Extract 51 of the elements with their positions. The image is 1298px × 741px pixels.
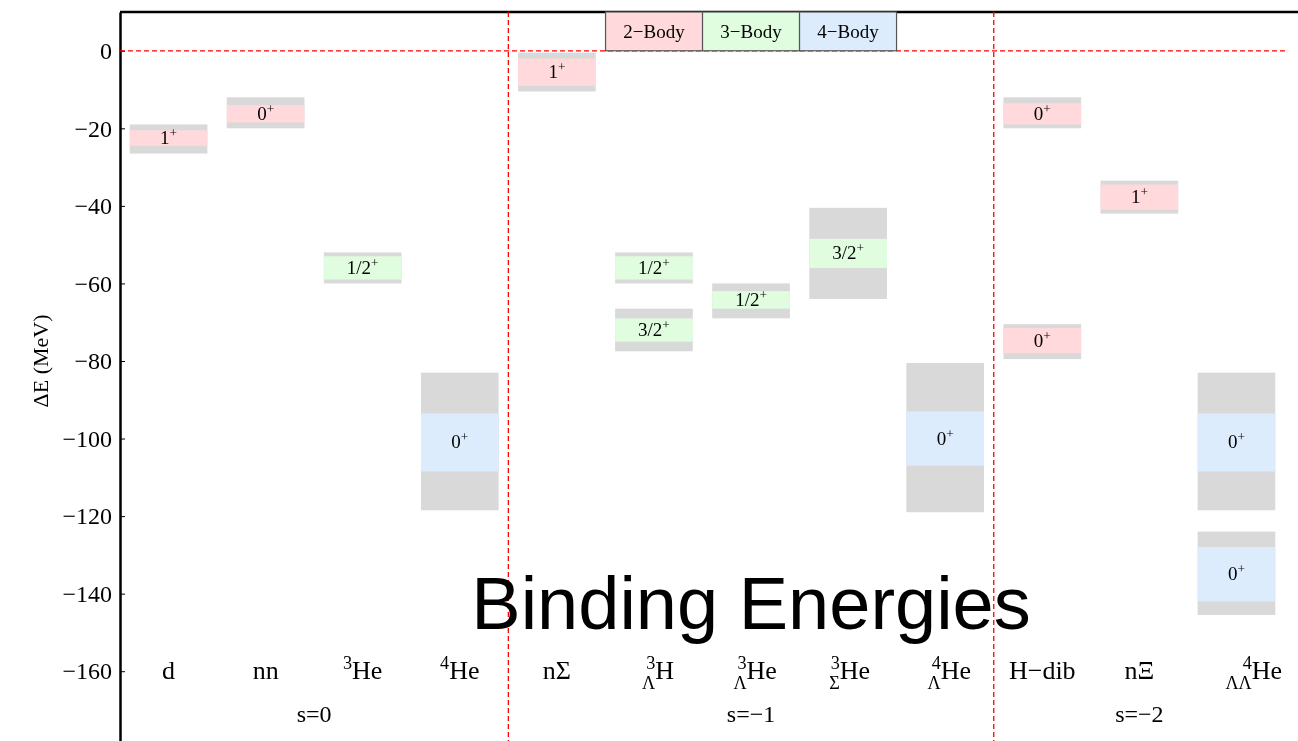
annotation: s=0 [296, 700, 332, 727]
bar [1197, 547, 1276, 602]
y-tick-label: −120 [62, 503, 112, 530]
bar [906, 411, 985, 466]
x-tick-label: nΞ [1124, 656, 1155, 686]
text: 4−Body [817, 21, 880, 43]
text: 3−Body [720, 21, 783, 43]
annotation: 1$^{+}$ [548, 58, 566, 83]
annotation: 0$^{+}$ [257, 100, 275, 124]
bar [1003, 328, 1082, 354]
annotation: 1/2$^{+}$ [346, 254, 379, 278]
y-tick-label: −100 [62, 425, 112, 452]
annotation: 3/2$^{+}$ [832, 239, 865, 264]
annotation: 1/2$^{+}$ [735, 286, 767, 310]
annotation: 0$^{+}$ [936, 425, 954, 449]
bar [420, 413, 499, 472]
y-tick-label: 0 [100, 37, 112, 64]
annotation: 0$^{+}$ [451, 428, 469, 453]
y-tick-label: −160 [62, 658, 112, 685]
y-tick-label: −60 [74, 270, 112, 297]
y-tick-label: −80 [74, 348, 112, 375]
annotation: 1/2$^{+}$ [638, 254, 670, 278]
y-tick-label: −40 [74, 193, 112, 220]
y-tick-label: −140 [62, 580, 112, 607]
y-axis-title: ΔE (MeV) [28, 314, 53, 408]
bar [1003, 103, 1082, 125]
annotation: 0$^{+}$ [1033, 100, 1051, 124]
x-tick-label: nn [252, 656, 279, 686]
x-tick-label: $^{4}$He [440, 653, 480, 686]
x-tick-label: H−dib [1008, 656, 1076, 686]
series-label: 2−Body [623, 21, 686, 43]
annotation: s=−1 [726, 700, 776, 727]
x-tick-label: d [162, 656, 176, 686]
annotation: 0$^{+}$ [1227, 428, 1245, 453]
annotation: 1$^{+}$ [1130, 183, 1148, 208]
x-tick-label: nΣ [542, 656, 571, 686]
annotation: 3/2$^{+}$ [638, 316, 670, 340]
x-tick-label: $^{3}$He [343, 653, 383, 686]
bar [518, 58, 596, 86]
annotation: s=−2 [1115, 700, 1164, 727]
bar [809, 238, 887, 268]
y-tick-label: −20 [74, 115, 112, 142]
bar [712, 291, 790, 309]
bar [226, 105, 305, 123]
bar [615, 318, 693, 342]
bar [1197, 413, 1276, 472]
annotation: 1$^{+}$ [160, 124, 178, 149]
annotation: 0$^{+}$ [1033, 327, 1051, 351]
bar [129, 130, 208, 146]
annotation: 0$^{+}$ [1227, 560, 1245, 585]
text: Binding Energies [471, 561, 1031, 645]
